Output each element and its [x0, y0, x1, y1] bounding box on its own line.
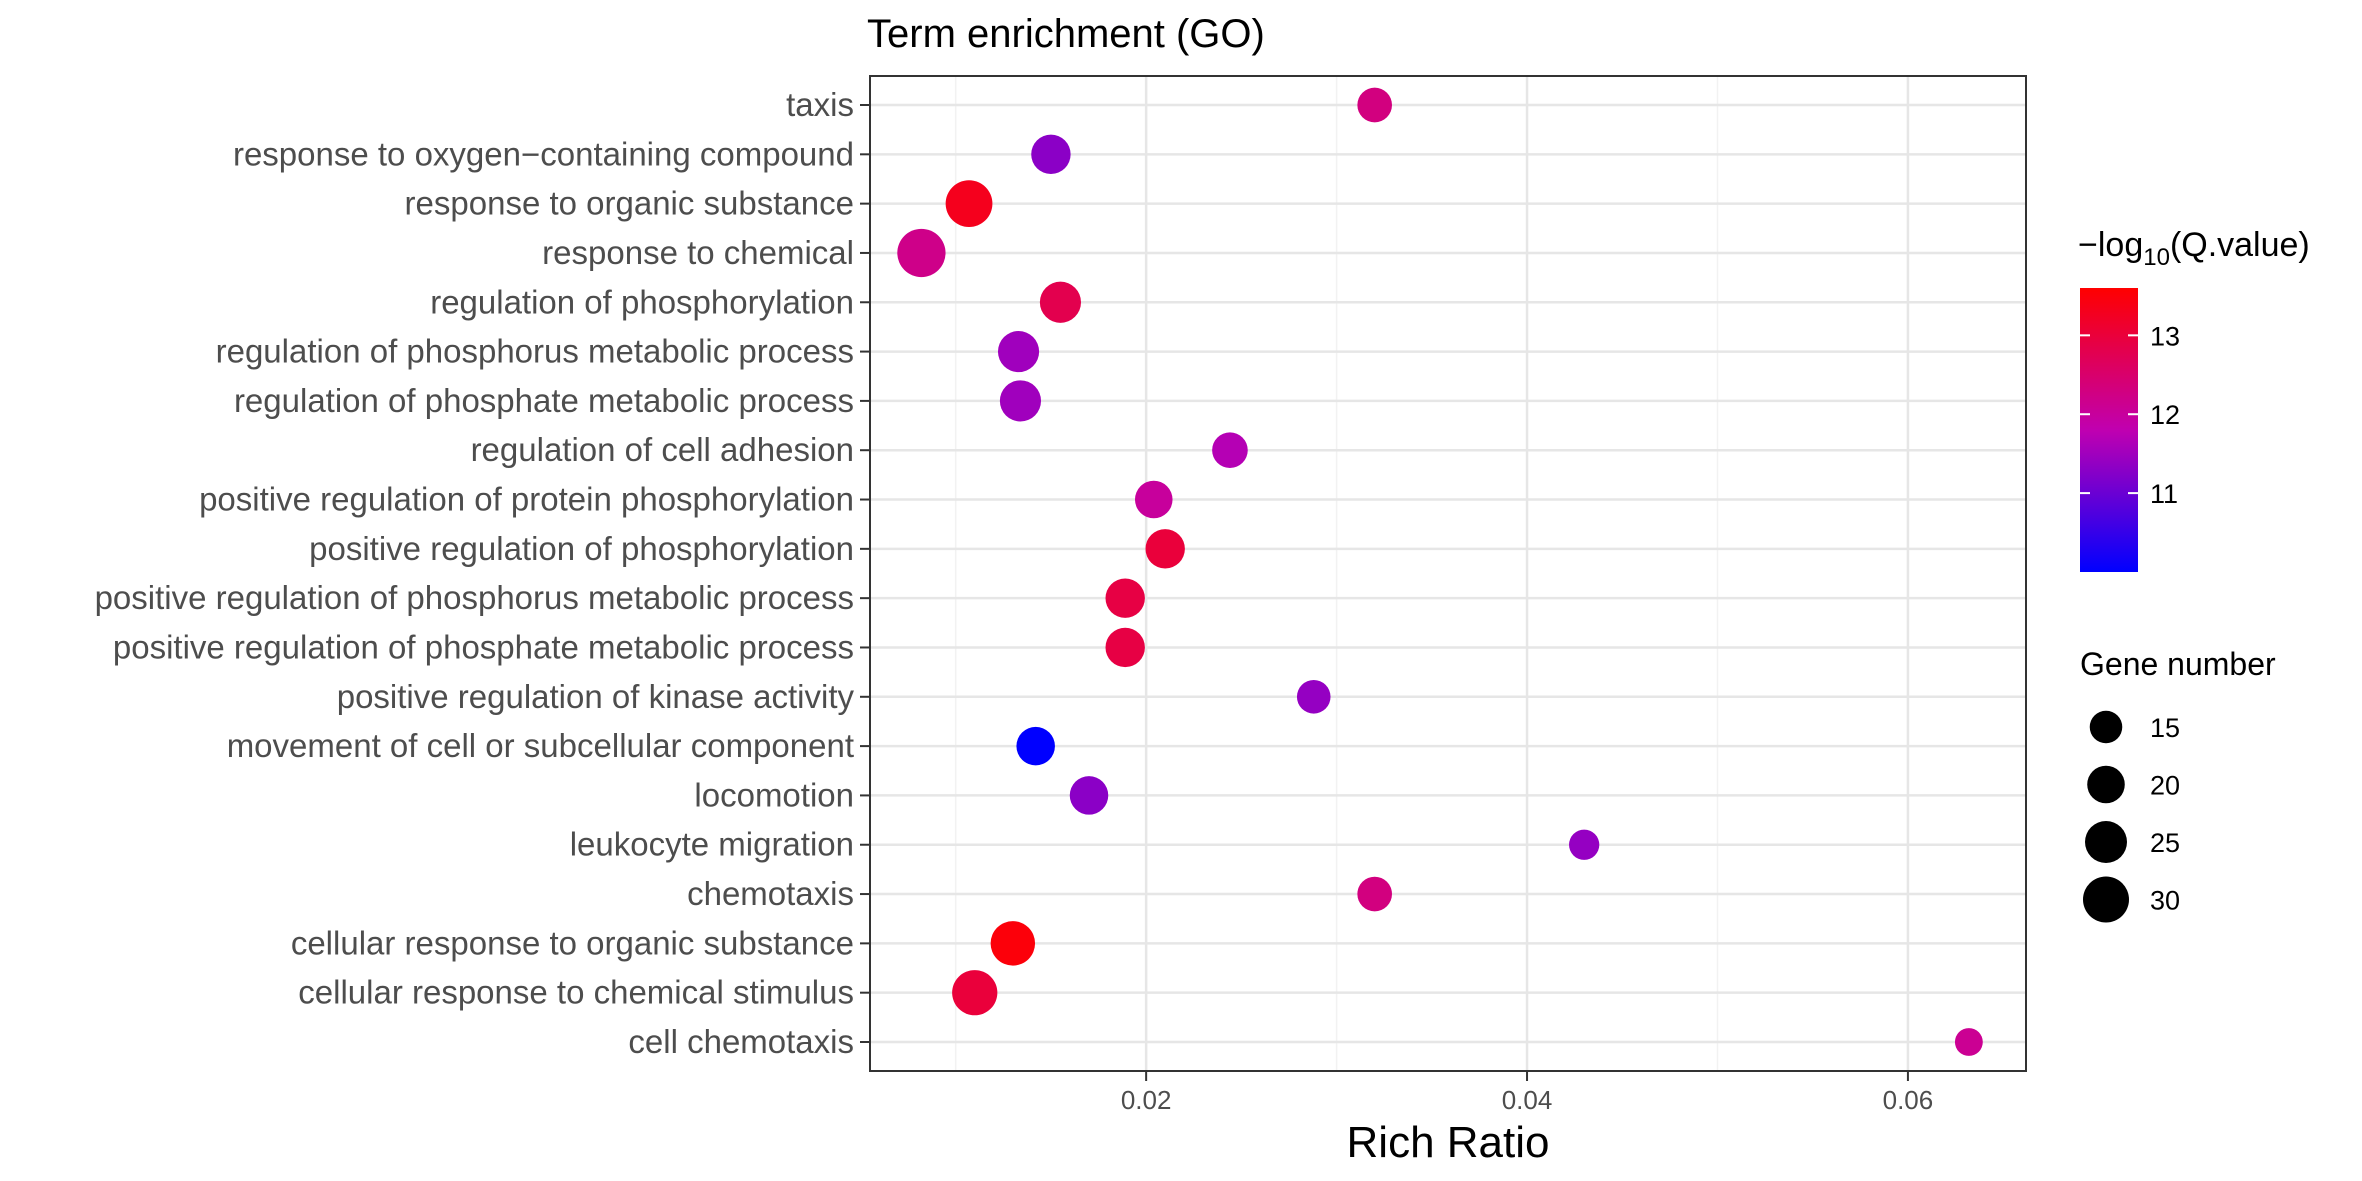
data-point	[1069, 776, 1109, 815]
color-legend-title-prefix: −log	[2078, 226, 2143, 264]
data-points	[897, 87, 1983, 1056]
chart-title: Term enrichment (GO)	[867, 12, 1265, 56]
data-point	[1039, 281, 1082, 323]
y-tick-label: movement of cell or subcellular componen…	[227, 727, 854, 764]
size-legend-title: Gene number	[2080, 646, 2276, 682]
size-legend-dot	[2082, 876, 2130, 923]
x-tick-label: 0.02	[1121, 1085, 1172, 1115]
data-point	[1145, 529, 1185, 569]
y-tick-label: regulation of phosphorylation	[430, 283, 854, 320]
y-tick-label: locomotion	[694, 776, 854, 813]
size-legend-label: 30	[2150, 886, 2180, 916]
y-tick-label: response to organic substance	[405, 185, 854, 222]
size-legend: Gene number 15 20 25 30	[2080, 646, 2276, 923]
size-legend-dot	[2085, 821, 2127, 863]
color-legend-title-sub: 10	[2143, 244, 2170, 271]
size-legend-items: 15 20 25 30	[2082, 710, 2180, 923]
data-point	[897, 228, 946, 278]
size-legend-dot	[2089, 710, 2123, 744]
y-tick-label: regulation of phosphate metabolic proces…	[234, 382, 854, 419]
x-tick-label: 0.04	[1502, 1085, 1553, 1115]
data-point	[952, 970, 998, 1016]
data-point	[1296, 679, 1331, 714]
plot-panel	[870, 76, 2026, 1071]
data-point	[997, 331, 1040, 373]
data-point	[1357, 87, 1392, 123]
size-legend-dot	[2087, 765, 2125, 804]
color-legend-tick-label: 11	[2150, 479, 2178, 509]
data-point	[1016, 726, 1055, 766]
grid-minor	[954, 76, 1719, 1071]
y-tick-label: positive regulation of phosphorylation	[309, 530, 854, 567]
size-legend-label: 15	[2150, 713, 2180, 743]
y-tick-label: positive regulation of kinase activity	[337, 678, 855, 715]
size-legend-label: 20	[2150, 771, 2180, 801]
data-point	[1031, 134, 1071, 175]
data-point	[945, 180, 993, 228]
color-legend-bar	[2080, 288, 2138, 572]
color-legend: −log10(Q.value) 11 12 13	[2078, 226, 2310, 572]
y-tick-label: positive regulation of phosphorus metabo…	[95, 579, 854, 616]
x-axis: 0.02 0.04 0.06	[1121, 1071, 1933, 1115]
data-point	[1134, 480, 1173, 519]
y-tick-label: taxis	[786, 86, 854, 123]
data-point	[1105, 627, 1145, 668]
y-tick-label: leukocyte migration	[570, 826, 854, 863]
data-point	[999, 380, 1042, 422]
data-point	[1212, 432, 1248, 469]
size-legend-label: 25	[2150, 828, 2180, 858]
y-tick-label: positive regulation of protein phosphory…	[199, 481, 854, 518]
color-legend-tick-label: 12	[2150, 400, 2180, 430]
y-tick-label: cellular response to organic substance	[291, 924, 854, 961]
plot-border	[869, 75, 2027, 1072]
color-legend-tick-label: 13	[2150, 321, 2180, 351]
y-axis: taxis response to oxygen−containing compo…	[95, 86, 870, 1060]
x-axis-title: Rich Ratio	[1347, 1118, 1550, 1167]
color-legend-title: −log10(Q.value)	[2078, 226, 2310, 271]
data-point	[1105, 578, 1145, 618]
y-tick-label: chemotaxis	[687, 875, 854, 912]
y-tick-label: cell chemotaxis	[628, 1023, 854, 1060]
x-tick-label: 0.06	[1883, 1085, 1934, 1115]
data-point	[990, 921, 1036, 966]
y-tick-label: response to oxygen−containing compound	[233, 135, 854, 172]
y-tick-label: positive regulation of phosphate metabol…	[113, 628, 854, 665]
grid-major	[870, 76, 2026, 1071]
color-legend-title-suffix: (Q.value)	[2170, 226, 2310, 264]
data-point	[1357, 876, 1392, 912]
data-point	[1954, 1028, 1983, 1056]
data-point	[1569, 829, 1600, 860]
y-tick-label: cellular response to chemical stimulus	[298, 974, 854, 1011]
y-tick-label: regulation of cell adhesion	[471, 431, 854, 468]
y-tick-label: regulation of phosphorus metabolic proce…	[216, 333, 854, 370]
color-legend-ticks: 11 12 13	[2080, 321, 2180, 509]
y-tick-label: response to chemical	[542, 234, 854, 271]
